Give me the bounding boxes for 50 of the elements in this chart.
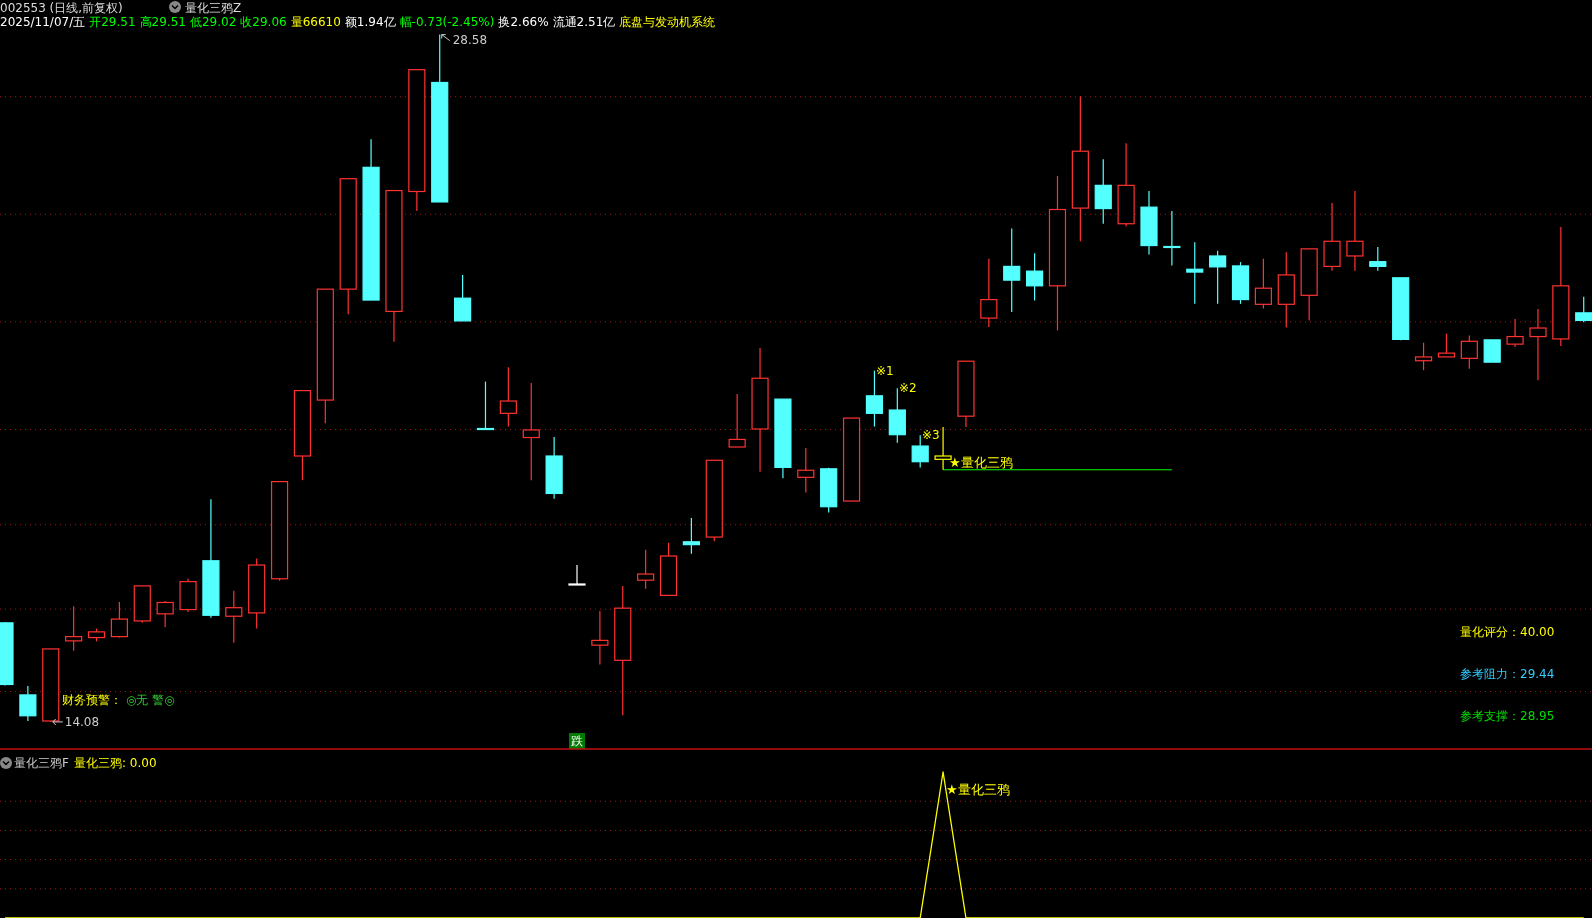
candlestick: [637, 549, 655, 590]
text: 量化三鸦: 0.00: [74, 756, 157, 770]
annotation: ※2: [899, 381, 917, 395]
candlestick: [1506, 318, 1524, 348]
annotation: 财务预警：: [62, 693, 122, 707]
annotation: 量化三鸦Z: [185, 1, 242, 15]
candlestick: [1094, 158, 1112, 225]
candlestick: [225, 590, 243, 644]
candlestick: [591, 610, 609, 666]
annotation: 14.08: [64, 714, 100, 729]
chart-title: 002553 (日线,前复权): [0, 1, 123, 15]
annotation: 量化评分：40.00: [1460, 625, 1555, 639]
candlestick: [568, 564, 586, 586]
annotation: 参考阻力：29.44: [1460, 667, 1555, 681]
chart-title: 量化三鸦F: [14, 756, 69, 770]
candlestick: [1186, 241, 1204, 305]
candlestick: [1163, 210, 1181, 267]
candlestick: [1369, 246, 1387, 272]
candlestick: [797, 447, 815, 494]
candlestick: [728, 393, 746, 448]
candlestick: [522, 382, 540, 481]
candlestick: [1483, 339, 1501, 363]
candlestick: [1346, 190, 1364, 272]
annotation: 参考支撑：28.95: [1460, 709, 1555, 723]
text: 2025/11/07/五 开29.51 高29.51 低29.02 收29.06 量66610 额1.94亿 幅-0.73(-2.45%) 换2.66% 流通2.51亿 底盘与发动机系统: [0, 15, 716, 29]
ref-line-label: ★量化三鸦: [949, 454, 1013, 470]
candlestick: [454, 274, 472, 322]
candlestick: [1529, 308, 1547, 381]
candlestick: [1254, 258, 1272, 310]
candlestick: [110, 601, 128, 639]
candlestick: [1003, 227, 1021, 313]
candlestick: [19, 685, 37, 722]
candlestick: [1026, 252, 1044, 302]
candlestick: [476, 380, 495, 431]
candlestick: [156, 600, 174, 628]
candlestick: [1575, 296, 1592, 323]
candlestick: [1209, 250, 1227, 305]
candlestick: [499, 366, 517, 428]
annotation: ※1: [876, 364, 894, 378]
candlestick: [980, 258, 998, 328]
candlestick: [1437, 333, 1456, 358]
candlestick: [65, 605, 83, 652]
annotation: 跌: [571, 734, 583, 748]
candlestick: [682, 517, 700, 555]
annotation: ※3: [922, 428, 940, 442]
annotation: ◎无 警◎: [126, 693, 175, 707]
candlestick: [1414, 342, 1433, 371]
annotation: ★量化三鸦: [946, 782, 1010, 797]
candlestick: [1460, 335, 1478, 370]
annotation: 28.58: [452, 32, 488, 47]
